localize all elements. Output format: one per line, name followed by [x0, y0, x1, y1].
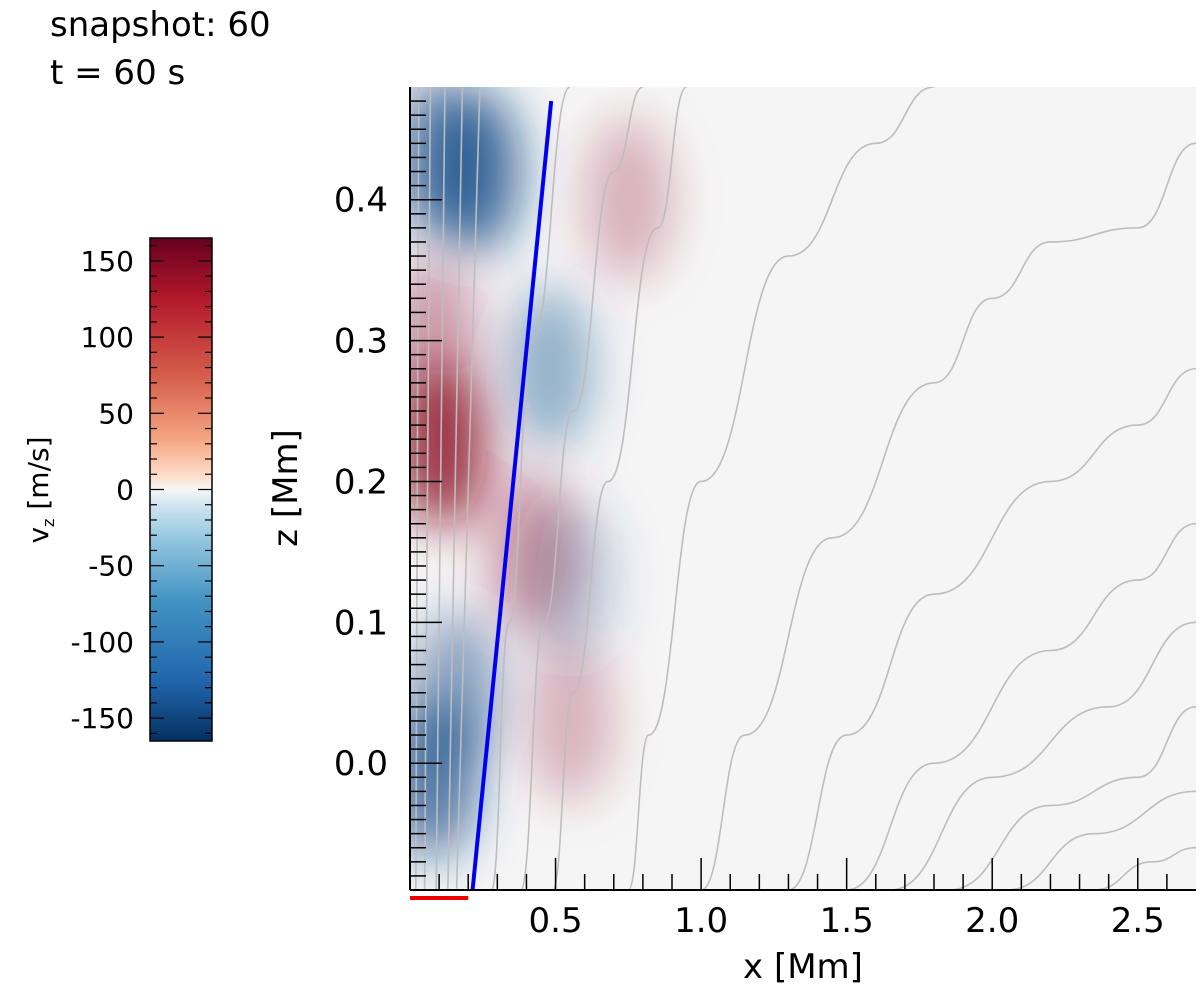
- field-line-4: [455, 87, 481, 890]
- colorbar-tick-label-1: 100: [81, 321, 134, 354]
- x-tick-label-2: 1.5: [820, 901, 874, 941]
- colorbar-tick-label-6: -150: [70, 702, 134, 735]
- field-line-12: [890, 621, 1196, 890]
- y-tick-label-1: 0.1: [334, 603, 388, 643]
- field-line-11: [846, 522, 1196, 890]
- y-tick-label-3: 0.3: [334, 322, 388, 362]
- y-axis-label: z [Mm]: [266, 429, 306, 547]
- colorbar-ticks: 150 100 50 0 -50 -100 -150: [70, 245, 212, 735]
- field-line-9: [700, 142, 1196, 890]
- x-axis-label: x [Mm]: [743, 947, 863, 987]
- heatmap-feature-10: [584, 117, 673, 282]
- colorbar-label: vz [m/s]: [22, 436, 58, 543]
- field-lines: [415, 87, 1196, 890]
- time-label: t = 60 s: [50, 53, 185, 93]
- plot-area: 0.5 1.0 1.5 2.0 2.5 0.0 0.1 0.2 0.3 0.4 x [Mm] z…: [266, 87, 1196, 987]
- colorbar-label-sub: z: [39, 519, 58, 527]
- heatmap-feature-3: [410, 258, 478, 423]
- blue-line: [470, 100, 554, 890]
- colorbar-tick-label-5: -100: [70, 626, 134, 659]
- field-line-0: [415, 87, 420, 890]
- colorbar: 150 100 50 0 -50 -100 -150 vz [m/s]: [22, 237, 213, 742]
- colorbar-label-unit: [m/s]: [22, 436, 55, 518]
- field-line-6: [519, 87, 644, 890]
- x-tick-label-4: 2.5: [1111, 901, 1165, 941]
- colorbar-tick-label-2: 50: [98, 397, 134, 430]
- colorbar-label-main: v: [22, 527, 55, 544]
- field-line-8: [627, 87, 935, 890]
- heatmap-feature-9: [526, 638, 615, 803]
- field-line-10: [788, 367, 1196, 890]
- colorbar-tick-label-3: 0: [116, 474, 134, 507]
- colorbar-tick-label-4: -50: [88, 550, 134, 583]
- y-tick-label-4: 0.4: [334, 181, 388, 221]
- x-tick-label-3: 2.0: [965, 901, 1019, 941]
- field-line-1: [423, 87, 432, 890]
- colorbar-tick-label-0: 150: [81, 245, 134, 278]
- field-line-3: [447, 87, 464, 890]
- colorbar-frame: [149, 237, 213, 742]
- snapshot-label: snapshot: 60: [50, 5, 271, 45]
- y-tick-label-2: 0.2: [334, 462, 388, 502]
- x-tick-label-1: 1.0: [674, 901, 728, 941]
- x-ticks: 0.5 1.0 1.5 2.0 2.5: [438, 858, 1168, 941]
- field-line-13: [948, 706, 1196, 890]
- y-tick-label-0: 0.0: [334, 744, 388, 784]
- field-line-15: [1094, 846, 1196, 890]
- field-line-7: [551, 87, 687, 890]
- field-line-2: [435, 87, 446, 890]
- heatmap-feature-5: [412, 610, 501, 775]
- y-ticks: 0.0 0.1 0.2 0.3 0.4: [334, 100, 442, 877]
- heatmap-feature-1: [410, 87, 484, 240]
- x-tick-label-0: 0.5: [529, 901, 583, 941]
- field-line-14: [1006, 790, 1196, 890]
- field-line-5: [490, 87, 571, 890]
